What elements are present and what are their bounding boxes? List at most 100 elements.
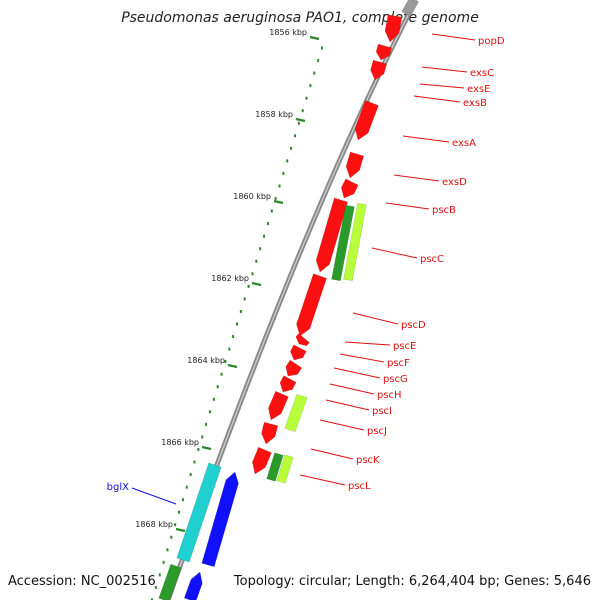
scale-dot [247,284,250,288]
red-gene-arrow [268,390,289,421]
scale-dot [286,159,289,163]
scale-dot [301,109,304,113]
green-gene-bar [266,452,284,482]
scale-dot [212,397,215,401]
label-leader [402,135,450,143]
scale-dot [297,121,300,125]
label-leader [310,448,354,460]
scale-tick [273,199,284,205]
scale-label: 1864 kbp [187,356,225,365]
scale-label: 1860 kbp [233,192,271,201]
label-leader [431,33,476,41]
summary-text: Topology: circular; Length: 6,264,404 bp… [233,574,591,589]
label-leader [413,95,461,103]
red-gene-arrow [285,359,303,377]
gene-label-pscF: pscF [387,358,410,369]
scale-dot [274,197,277,201]
scale-dot [216,385,219,389]
scale-label: 1856 kbp [269,28,307,37]
scale-dot [243,297,246,301]
gene-label-exsB: exsB [463,98,487,109]
red-gene-arrow [290,344,307,361]
green-gene-bar [331,204,355,282]
red-gene-arrow [279,375,297,393]
gene-label-pscL: pscL [348,481,371,492]
label-leader [319,419,365,431]
scale-dot [313,71,316,75]
gene-label-pscE: pscE [393,341,416,352]
scale-dot [270,209,273,213]
gene-label-exsE: exsE [467,84,490,95]
scale-dot [282,171,285,175]
scale-dot [197,447,200,451]
scale-dot [189,473,192,477]
scale-dot [266,222,269,226]
label-leader [344,341,391,346]
scale-dot [232,335,235,339]
gene-label-pscG: pscG [383,374,408,385]
label-leader [419,83,465,89]
scale-tick [201,445,212,451]
label-leader [329,383,375,395]
scale-label: 1868 kbp [135,520,173,529]
scale-dot [166,548,169,552]
scale-tick [251,281,262,287]
gene-label-pscC: pscC [420,254,444,265]
gene-label-bglX: bglX [107,482,129,493]
lime-gene-bar [276,454,294,484]
scale-dot [170,535,173,539]
red-gene-arrow [354,100,379,141]
scale-tick [295,117,306,123]
blue-gene-arrow [183,571,203,600]
gene-label-exsC: exsC [470,68,494,79]
scale-dot [259,247,262,251]
red-gene-arrow [384,14,403,43]
label-leader [333,367,381,379]
red-gene-arrow [345,151,365,179]
scale-dot [224,360,227,364]
red-gene-arrow [261,421,279,445]
red-gene-arrow [375,43,393,61]
scale-label: 1858 kbp [255,110,293,119]
scale-label: 1862 kbp [211,274,249,283]
red-gene-arrow [340,178,359,199]
scale-dot [228,347,231,351]
red-gene-arrow [252,446,272,475]
red-gene-arrow [295,333,310,347]
scale-dot [185,485,188,489]
label-leader [325,399,370,411]
scale-dot [162,560,165,564]
scale-tick [227,363,238,369]
gene-label-pscD: pscD [401,320,426,331]
label-leader [421,66,468,73]
label-leader [371,247,418,259]
label-layer: popD exsC exsE exsB exsA exsD pscB pscC pscD pscE… [107,33,505,505]
gene-label-pscH: pscH [377,390,402,401]
scale-dot [181,498,184,502]
scale-dot [305,96,308,100]
red-gene-arrow [315,197,349,273]
scale-dot [158,573,161,577]
scale-dot [220,372,223,376]
scale-layer: 1856 kbp 1858 kbp 1860 kbp 1862 kbp 1864 kbp… [135,28,323,600]
gene-label-pscB: pscB [432,205,456,216]
scale-dot [255,259,258,263]
gene-label-popD: popD [478,36,505,47]
scale-dot [251,272,254,276]
scale-dot [208,410,211,414]
scale-dot [309,84,312,88]
gene-label-pscJ: pscJ [367,426,387,437]
cyan-gene-bar [176,462,222,563]
label-leader [352,312,399,325]
gene-label-pscK: pscK [356,455,380,466]
scale-dot [174,523,177,527]
green-gene-bar [158,563,182,600]
scale-tick [175,527,186,533]
scale-dot [278,184,281,188]
gene-label-pscI: pscI [372,406,392,417]
red-gene-arrow [296,273,327,337]
scale-dot [317,59,320,63]
scale-dot [263,234,266,238]
scale-label: 1866 kbp [161,438,199,447]
